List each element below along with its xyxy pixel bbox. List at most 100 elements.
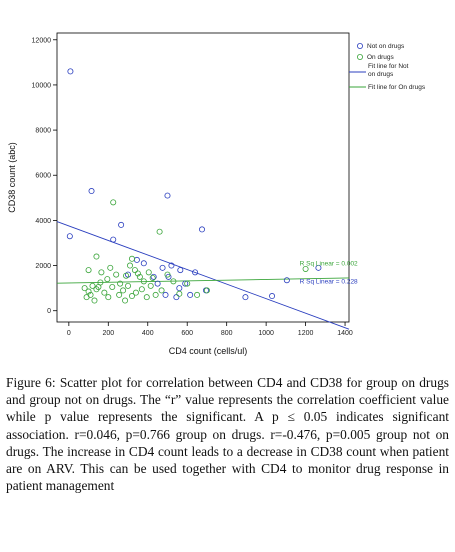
y-tick-label: 0: [47, 308, 51, 315]
data-point: [140, 278, 147, 285]
data-point: [134, 270, 141, 277]
data-point: [164, 192, 171, 199]
x-tick-label: 1000: [258, 330, 274, 337]
data-point: [302, 265, 309, 272]
data-point: [192, 269, 199, 276]
data-point: [149, 274, 156, 281]
legend-label: Fit line for On drugs: [368, 84, 426, 91]
data-point: [89, 282, 96, 289]
data-point: [110, 236, 117, 243]
legend-label: On drugs: [367, 54, 394, 61]
data-point: [105, 294, 112, 301]
x-tick-label: 200: [102, 330, 114, 337]
data-point: [138, 286, 145, 293]
axes: 0 200 400 600 800 1000 1200 1400 0 2000 4000 6000 80…: [7, 32, 353, 356]
data-point: [120, 287, 127, 294]
data-point: [140, 260, 147, 267]
data-point: [116, 291, 123, 298]
y-tick-label: 8000: [35, 128, 51, 135]
fit-lines: [56, 221, 350, 330]
data-point: [118, 221, 125, 228]
data-point: [91, 297, 98, 304]
fit-line: [56, 221, 350, 330]
data-point: [159, 264, 166, 271]
data-point: [128, 293, 135, 300]
legend-marker: [356, 43, 363, 50]
legend: Not on drugs On drugs Fit line for Not on d…: [349, 43, 426, 91]
y-axis-title: CD38 count (abc): [7, 142, 17, 213]
y-tick-label: 2000: [35, 263, 51, 270]
data-point: [66, 233, 73, 240]
data-point: [81, 285, 88, 292]
data-point: [269, 293, 276, 300]
data-point: [194, 291, 201, 298]
data-point: [182, 280, 189, 287]
data-point: [283, 277, 290, 284]
data-point: [184, 280, 191, 287]
data-point: [87, 291, 94, 298]
data-point: [152, 291, 159, 298]
data-points: [66, 68, 322, 304]
data-point: [123, 272, 130, 279]
data-point: [128, 255, 135, 262]
legend-label: Fit line for Not on drugs: [368, 63, 409, 78]
data-point: [67, 68, 74, 75]
y-tick-label: 12000: [32, 37, 52, 44]
x-tick-label: 1200: [298, 330, 314, 337]
x-axis-title: CD4 count (cells/ul): [169, 346, 248, 356]
legend-label: Not on drugs: [367, 43, 405, 50]
y-tick-label: 10000: [32, 82, 52, 89]
data-point: [156, 228, 163, 235]
data-point: [315, 264, 322, 271]
data-point: [85, 267, 92, 274]
data-point: [122, 297, 129, 304]
x-tick-label: 400: [142, 330, 154, 337]
data-point: [150, 273, 157, 280]
data-point: [113, 271, 120, 278]
data-point: [158, 287, 165, 294]
data-point: [147, 282, 154, 289]
data-point: [187, 291, 194, 298]
rsq-annotations: R Sq Linear = 0.002 R Sq Linear = 0.228: [300, 261, 358, 286]
plot-frame: [56, 32, 350, 323]
data-point: [132, 289, 139, 296]
rsq-annotation: R Sq Linear = 0.002: [300, 261, 358, 268]
chart-background: [0, 0, 455, 370]
data-point: [136, 273, 143, 280]
data-point: [177, 267, 184, 274]
data-point: [145, 269, 152, 276]
data-point: [164, 271, 171, 278]
data-point: [110, 199, 117, 206]
data-point: [168, 262, 175, 269]
data-point: [117, 280, 124, 287]
y-tick-label: 4000: [35, 218, 51, 225]
data-point: [93, 253, 100, 260]
data-point: [107, 264, 114, 271]
data-point: [95, 284, 102, 291]
data-point: [170, 278, 177, 285]
x-tick-label: 800: [221, 330, 233, 337]
data-point: [176, 285, 183, 292]
y-tick-label: 6000: [35, 173, 51, 180]
scatter-figure: 0 200 400 600 800 1000 1200 1400 0 2000 4000 6000 80…: [0, 0, 455, 370]
data-point: [199, 226, 206, 233]
data-point: [162, 291, 169, 298]
caption-text: Scatter plot for correlation between CD4…: [6, 375, 449, 494]
x-tick-label: 1400: [337, 330, 353, 337]
x-tick-label: 600: [181, 330, 193, 337]
data-point: [143, 294, 150, 301]
data-point: [127, 262, 134, 269]
fit-line: [56, 277, 350, 284]
caption-label: Figure 6:: [6, 375, 56, 390]
figure-caption: Figure 6: Scatter plot for correlation b…: [6, 374, 449, 494]
data-point: [203, 287, 210, 294]
data-point: [98, 269, 105, 276]
data-point: [154, 280, 161, 287]
data-point: [104, 276, 111, 283]
data-point: [109, 284, 116, 291]
data-point: [176, 290, 183, 297]
x-tick-label: 0: [67, 330, 71, 337]
data-point: [85, 288, 92, 295]
data-point: [131, 267, 138, 274]
rsq-annotation: R Sq Linear = 0.228: [300, 279, 358, 286]
